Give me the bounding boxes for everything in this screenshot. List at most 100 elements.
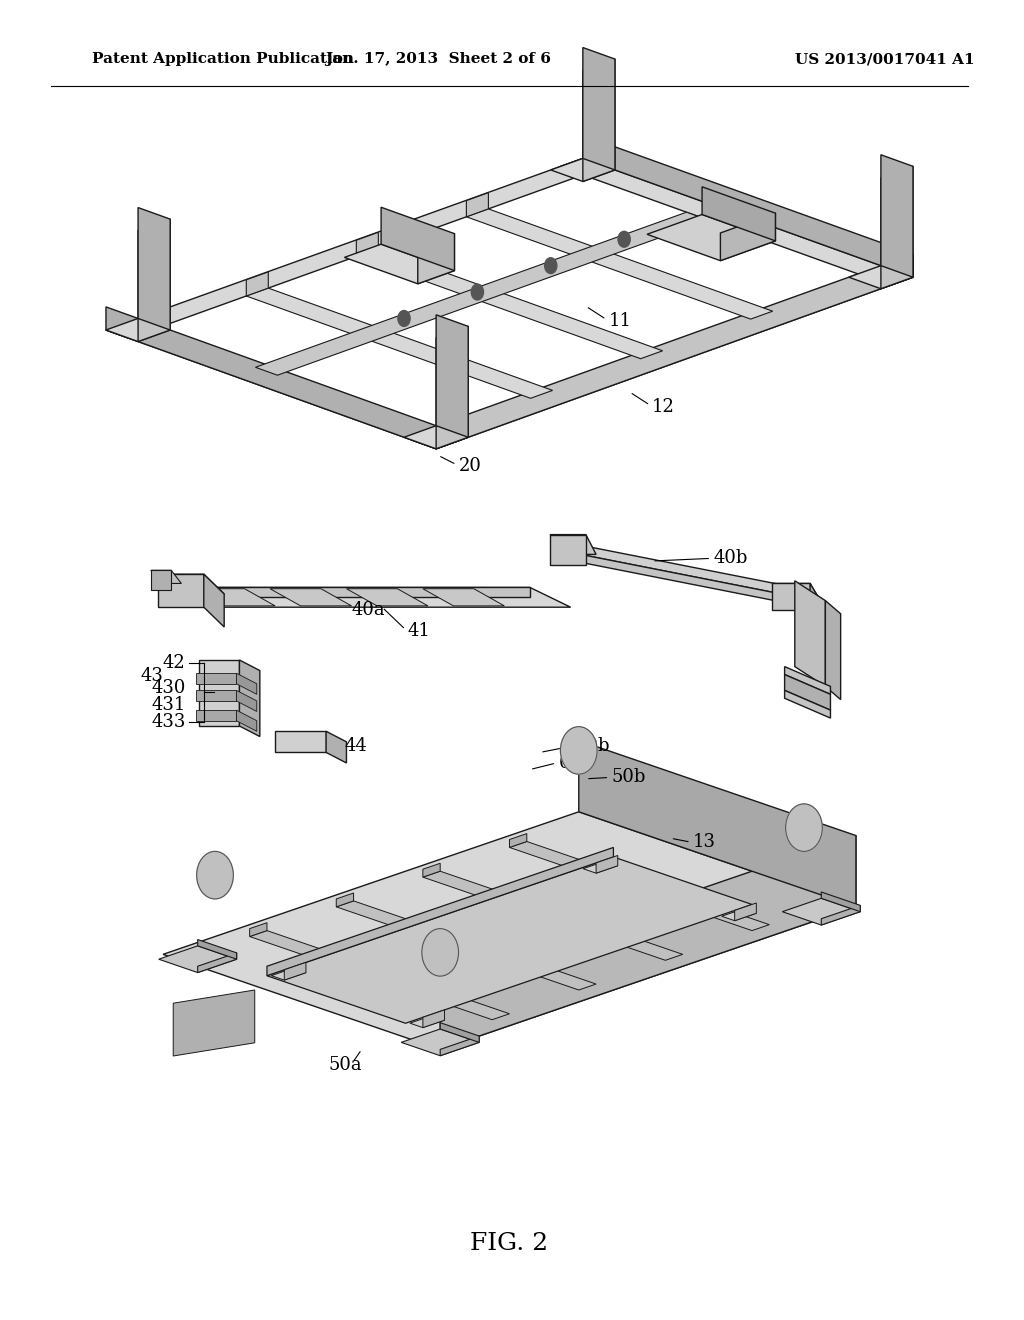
Text: FIG. 2: FIG. 2 — [470, 1232, 549, 1255]
Text: Jan. 17, 2013  Sheet 2 of 6: Jan. 17, 2013 Sheet 2 of 6 — [326, 53, 551, 66]
Polygon shape — [250, 923, 267, 937]
Polygon shape — [381, 207, 455, 271]
Polygon shape — [821, 906, 860, 925]
Polygon shape — [285, 962, 306, 979]
Polygon shape — [163, 587, 529, 597]
Polygon shape — [138, 219, 170, 342]
Circle shape — [785, 804, 822, 851]
Text: 60b: 60b — [575, 737, 610, 755]
Text: 433: 433 — [152, 713, 185, 731]
Polygon shape — [583, 135, 913, 277]
Polygon shape — [466, 209, 773, 319]
Polygon shape — [550, 535, 596, 554]
Polygon shape — [550, 535, 586, 565]
Polygon shape — [423, 589, 505, 606]
Polygon shape — [810, 583, 820, 627]
Polygon shape — [702, 186, 775, 242]
Polygon shape — [247, 288, 553, 399]
Polygon shape — [336, 892, 353, 907]
Circle shape — [618, 231, 630, 247]
Polygon shape — [250, 931, 510, 1020]
Polygon shape — [138, 207, 170, 330]
Polygon shape — [410, 1016, 444, 1028]
Polygon shape — [270, 589, 351, 606]
Polygon shape — [825, 601, 841, 700]
Polygon shape — [647, 214, 775, 261]
Text: 431: 431 — [152, 696, 185, 714]
Polygon shape — [881, 154, 913, 277]
Text: 430: 430 — [152, 678, 185, 697]
Polygon shape — [336, 900, 596, 990]
Polygon shape — [436, 253, 913, 449]
Polygon shape — [105, 308, 436, 449]
Polygon shape — [105, 318, 170, 342]
Polygon shape — [423, 1010, 444, 1028]
Polygon shape — [423, 871, 683, 961]
Polygon shape — [436, 315, 468, 437]
Text: 60a: 60a — [558, 754, 592, 772]
Polygon shape — [722, 908, 757, 921]
Polygon shape — [551, 158, 615, 181]
Polygon shape — [237, 690, 257, 711]
Polygon shape — [721, 214, 775, 261]
Polygon shape — [198, 953, 237, 973]
Polygon shape — [196, 673, 237, 684]
Polygon shape — [440, 1036, 479, 1056]
Polygon shape — [510, 842, 769, 931]
Polygon shape — [436, 326, 468, 449]
Polygon shape — [414, 269, 913, 449]
Text: 20: 20 — [459, 457, 481, 475]
Polygon shape — [772, 583, 810, 610]
Polygon shape — [772, 583, 820, 601]
Polygon shape — [105, 158, 606, 338]
Polygon shape — [418, 234, 455, 284]
Circle shape — [545, 257, 557, 273]
Polygon shape — [784, 667, 830, 694]
Polygon shape — [173, 990, 255, 1056]
Polygon shape — [198, 940, 237, 960]
Polygon shape — [163, 812, 856, 1049]
Polygon shape — [240, 660, 260, 737]
Polygon shape — [404, 425, 468, 449]
Text: 41: 41 — [408, 622, 430, 640]
Text: 13: 13 — [693, 833, 716, 851]
Polygon shape — [158, 574, 224, 594]
Polygon shape — [204, 574, 224, 627]
Polygon shape — [579, 741, 856, 907]
Polygon shape — [356, 232, 378, 256]
Polygon shape — [105, 322, 459, 449]
Polygon shape — [440, 836, 856, 1049]
Polygon shape — [194, 589, 275, 606]
Text: 44: 44 — [344, 737, 368, 755]
Polygon shape — [267, 857, 752, 1023]
Circle shape — [197, 851, 233, 899]
Polygon shape — [423, 863, 440, 878]
Text: 40b: 40b — [714, 549, 748, 568]
Polygon shape — [401, 1030, 479, 1056]
Text: 42: 42 — [163, 653, 185, 672]
Text: 40a: 40a — [351, 601, 385, 619]
Polygon shape — [784, 690, 830, 718]
Polygon shape — [440, 1023, 479, 1043]
Polygon shape — [560, 158, 913, 285]
Circle shape — [398, 310, 411, 326]
Text: 11: 11 — [608, 312, 632, 330]
Polygon shape — [734, 903, 757, 921]
Polygon shape — [346, 589, 428, 606]
Polygon shape — [237, 710, 257, 731]
Polygon shape — [196, 690, 237, 701]
Polygon shape — [596, 855, 617, 874]
Polygon shape — [326, 731, 346, 763]
Polygon shape — [583, 59, 615, 181]
Circle shape — [422, 929, 459, 977]
Polygon shape — [356, 248, 663, 359]
Polygon shape — [849, 265, 913, 289]
Polygon shape — [560, 541, 795, 597]
Polygon shape — [344, 244, 455, 284]
Polygon shape — [199, 660, 240, 726]
Text: 50a: 50a — [328, 1056, 361, 1074]
Polygon shape — [151, 570, 171, 590]
Text: Patent Application Publication: Patent Application Publication — [92, 53, 353, 66]
Polygon shape — [583, 48, 615, 170]
Polygon shape — [784, 675, 830, 710]
